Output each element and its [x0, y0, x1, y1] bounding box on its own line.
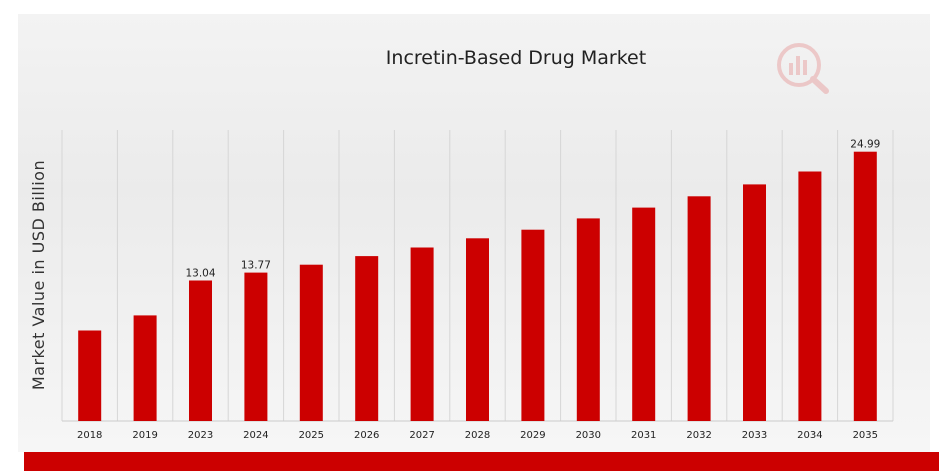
data-label-2035: 24.99: [850, 139, 880, 151]
bar-2026: [355, 256, 379, 421]
bar-2030: [576, 218, 600, 421]
x-tick-label: 2026: [354, 430, 379, 441]
bar-2035: [853, 151, 877, 421]
bar-2029: [521, 229, 545, 421]
chart-title: Incretin-Based Drug Market: [386, 47, 646, 69]
bar-2033: [743, 184, 766, 421]
x-tick-label: 2027: [409, 430, 434, 441]
bar-2032: [687, 196, 711, 421]
bar-2018: [78, 330, 102, 421]
bar-2025: [299, 264, 323, 421]
x-tick-label: 2034: [797, 430, 822, 441]
x-tick-label: 2019: [132, 430, 157, 441]
y-axis-label: Market Value in USD Billion: [29, 160, 48, 390]
x-tick-label: 2032: [686, 430, 711, 441]
data-label-2024: 13.77: [241, 260, 271, 272]
bar-2024: [244, 272, 268, 421]
bottom-accent-bar: [24, 452, 939, 471]
x-tick-label: 2028: [465, 430, 490, 441]
x-tick-label: 2023: [188, 430, 213, 441]
x-tick-label: 2031: [631, 430, 656, 441]
gridlines: [61, 130, 894, 421]
x-tick-label: 2030: [576, 430, 601, 441]
bar-2023: [189, 280, 212, 421]
bar-2019: [133, 315, 157, 421]
bar-2027: [410, 247, 434, 421]
bar-2031: [632, 207, 656, 421]
bar-2028: [466, 238, 489, 421]
x-tick-label: 2025: [299, 430, 324, 441]
watermark-logo-icon: [777, 43, 829, 94]
x-tick-labels: 2018 2019 2023 2024 2025 2026 2027 2028 2029 2030…: [77, 430, 878, 441]
data-labels: 13.04 13.77 24.99: [185, 139, 880, 280]
data-label-2023: 13.04: [185, 268, 215, 280]
bar-2034: [798, 171, 822, 421]
x-tick-label: 2033: [742, 430, 767, 441]
x-tick-label: 2029: [520, 430, 545, 441]
bars: [78, 151, 877, 421]
x-tick-label: 2024: [243, 430, 268, 441]
x-tick-label: 2018: [77, 430, 102, 441]
x-tick-label: 2035: [853, 430, 878, 441]
